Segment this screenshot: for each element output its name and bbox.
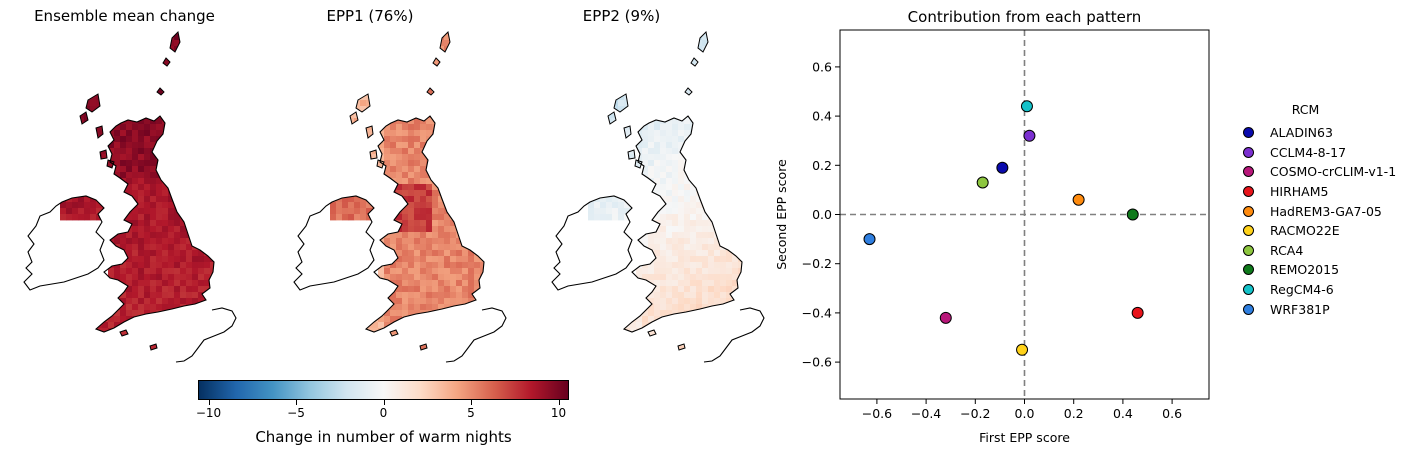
x-axis-label: First EPP score [979,430,1070,445]
legend-marker [1243,264,1254,276]
scatter-point-cclm4-8-17 [1023,129,1036,142]
scatter-point-rca4 [976,176,989,189]
x-tick-label: 0.0 [1015,406,1035,421]
x-tick-label: −0.6 [862,406,892,421]
scatter-point-aladin63 [996,161,1009,174]
legend-marker [1243,127,1254,139]
scatter-point-wrf381p [863,233,876,246]
legend-label: RegCM4-6 [1270,282,1334,298]
x-tick-label: 0.2 [1064,406,1084,421]
legend-label: COSMO-crCLIM-v1-1 [1270,164,1397,180]
scatter-point-regcm4-6 [1020,100,1033,113]
y-axis-label: Second EPP score [774,159,789,270]
legend-item: RCA4 [1238,241,1427,261]
legend-label: WRF381P [1270,301,1330,317]
colorbar-tick-label: 0 [379,406,388,420]
legend-marker [1243,225,1254,237]
legend-marker [1243,205,1254,217]
colorbar-tick [383,400,385,405]
legend-title: RCM [1291,102,1320,117]
legend-label: RCA4 [1270,242,1304,258]
colorbar-label: Change in number of warm nights [255,428,512,446]
x-tick-label: 0.4 [1113,406,1133,421]
legend-item: REMO2015 [1238,260,1427,280]
scatter-point-hadrem3-ga7-05 [1072,193,1085,206]
map-title-epp2: EPP2 (9%) [582,7,661,25]
scatter-point-hirham5 [1131,306,1144,319]
legend-marker [1243,166,1254,178]
scatter-point-cosmo-crclim-v1-1 [939,311,952,324]
colorbar-tick [296,400,297,405]
x-tick-label: −0.4 [911,406,941,421]
map-epp2 [551,30,765,363]
legend-item: WRF381P [1238,299,1427,319]
map-title-epp1: EPP1 (76%) [326,7,414,25]
colorbar-tick [471,400,472,405]
y-tick-label: −0.2 [802,256,832,271]
legend-item: RACMO22E [1238,221,1427,241]
colorbar-gradient [198,380,569,400]
y-tick-label: −0.6 [802,355,832,370]
scatter-chart: Contribution from each pattern −0.6 −0.4 −0… [774,8,1210,445]
legend-item: ALADIN63 [1238,123,1427,143]
legend-item: CCLM4-8-17 [1238,143,1427,163]
colorbar-tick [208,400,210,405]
colorbar-tick-label: 10 [550,406,567,420]
map-ensemble-mean [23,30,237,363]
legend-label: CCLM4-8-17 [1270,144,1347,160]
map-epp1 [293,30,507,363]
colorbar-tick-label: −10 [195,406,222,420]
map-title-mean: Ensemble mean change [34,7,215,25]
legend-item: COSMO-crCLIM-v1-1 [1238,162,1427,182]
legend-item: HadREM3-GA7-05 [1238,201,1427,221]
x-tick-label: 0.6 [1162,406,1182,421]
colorbar-tick-label: −5 [287,406,305,420]
legend-marker [1243,284,1254,296]
legend: RCM ALADIN63 CCLM4-8-17 COSMO-crCLIM-v1-1 H… [1238,102,1427,319]
colorbar: −10 −5 0 5 10 [196,380,569,420]
legend-marker [1243,303,1254,315]
legend-label: ALADIN63 [1270,125,1333,141]
legend-marker [1243,186,1254,198]
y-tick-label: 0.4 [812,109,832,124]
chart-title: Contribution from each pattern [908,8,1142,26]
legend-item: RegCM4-6 [1238,280,1427,300]
y-tick-label: 0.0 [812,207,832,222]
legend-label: RACMO22E [1270,223,1340,239]
colorbar-tick-label: 5 [467,406,475,420]
scatter-point-racmo22e [1016,343,1029,356]
y-tick-label: 0.6 [812,59,832,74]
legend-label: HIRHAM5 [1270,184,1329,200]
x-tick-label: −0.2 [960,406,990,421]
legend-label: REMO2015 [1270,262,1340,278]
legend-label: HadREM3-GA7-05 [1270,203,1382,219]
y-tick-label: 0.2 [812,158,832,173]
legend-marker [1243,244,1254,256]
legend-marker [1243,146,1254,158]
scatter-point-remo2015 [1126,208,1139,221]
y-tick-label: −0.4 [802,305,832,320]
legend-item: HIRHAM5 [1238,182,1427,202]
colorbar-tick [558,400,560,405]
